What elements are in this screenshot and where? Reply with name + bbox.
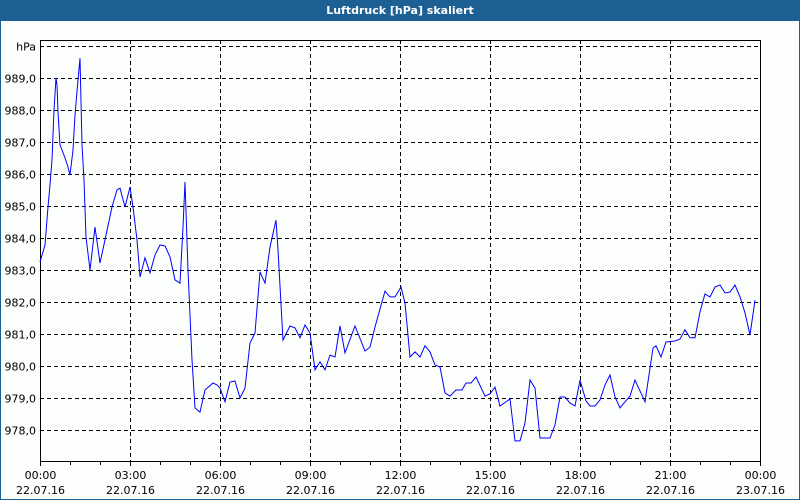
x-tick-date: 22.07.16 xyxy=(646,484,695,497)
y-tick-label: 984,0 xyxy=(5,233,37,246)
x-tick-time: 03:00 xyxy=(115,469,147,482)
plot-frame xyxy=(40,40,761,462)
y-tick-label: 980,0 xyxy=(5,361,37,374)
y-tick-label: 981,0 xyxy=(5,329,37,342)
x-tick-time: 00:00 xyxy=(25,469,57,482)
y-tick-label: 987,0 xyxy=(5,137,37,150)
y-tick-label: 982,0 xyxy=(5,297,37,310)
x-tick-time: 18:00 xyxy=(565,469,597,482)
y-tick-label: 979,0 xyxy=(5,393,37,406)
x-tick-time: 21:00 xyxy=(655,469,687,482)
x-tick-date: 23.07.16 xyxy=(736,484,785,497)
x-tick-date: 22.07.16 xyxy=(16,484,65,497)
y-axis-unit-label: hPa xyxy=(16,41,36,54)
y-tick-label: 983,0 xyxy=(5,265,37,278)
x-tick-time: 15:00 xyxy=(475,469,507,482)
x-tick-date: 22.07.16 xyxy=(106,484,155,497)
y-tick-label: 985,0 xyxy=(5,201,37,214)
y-tick-label: 988,0 xyxy=(5,105,37,118)
x-tick-date: 22.07.16 xyxy=(466,484,515,497)
x-tick-time: 00:00 xyxy=(745,469,777,482)
x-tick-time: 06:00 xyxy=(205,469,237,482)
y-tick-label: 986,0 xyxy=(5,169,37,182)
x-tick-date: 22.07.16 xyxy=(556,484,605,497)
y-tick-label: 978,0 xyxy=(5,425,37,438)
x-tick-time: 09:00 xyxy=(295,469,327,482)
x-tick-date: 22.07.16 xyxy=(286,484,335,497)
window-title: Luftdruck [hPa] skaliert xyxy=(1,1,799,21)
pressure-series-line xyxy=(39,58,756,442)
y-tick-label: 989,0 xyxy=(5,73,37,86)
x-tick-date: 22.07.16 xyxy=(376,484,425,497)
x-tick-date: 22.07.16 xyxy=(196,484,245,497)
x-tick-time: 12:00 xyxy=(385,469,417,482)
